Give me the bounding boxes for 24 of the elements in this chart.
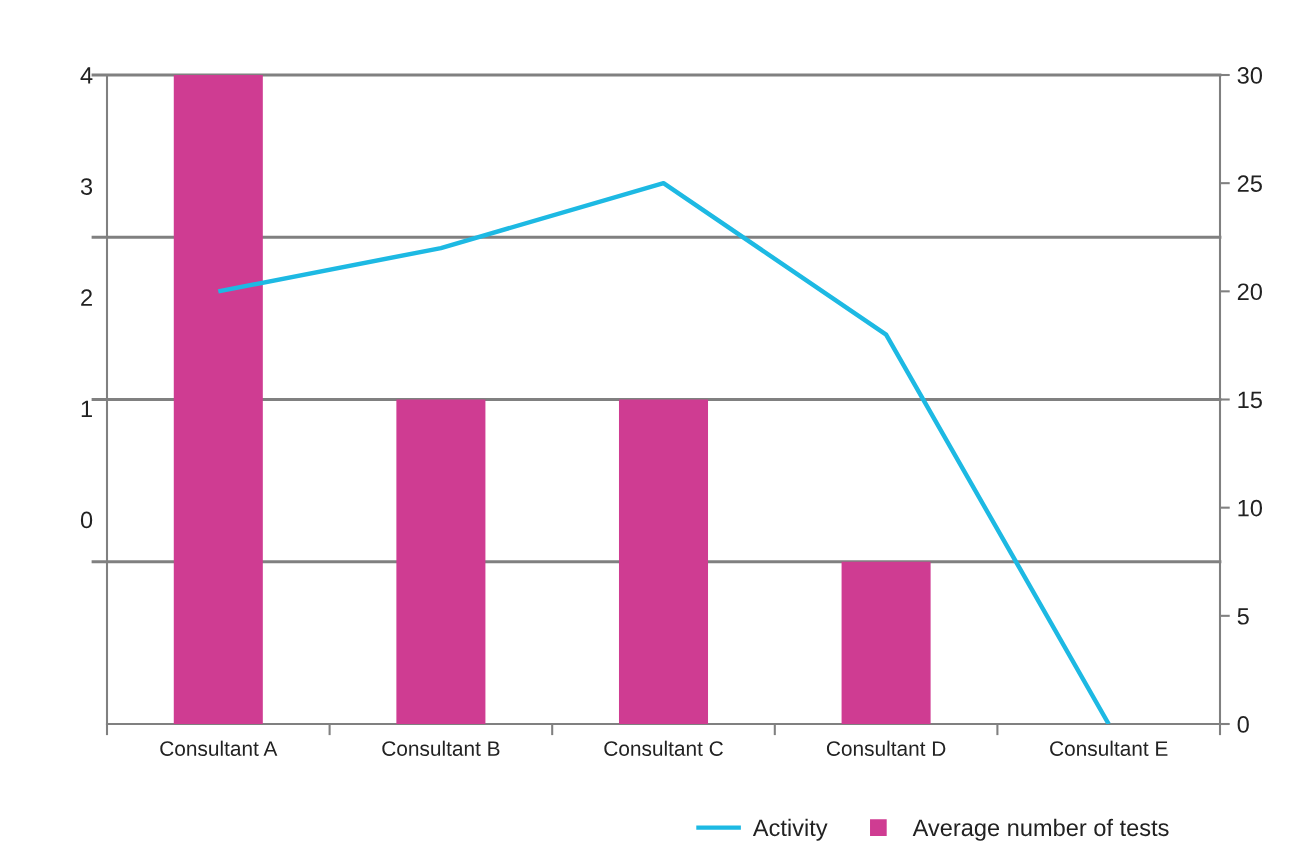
y2-tick-label: 0 <box>1237 716 1249 733</box>
y2-tick-label: 15 <box>1238 391 1262 409</box>
y2-tick-label: 20 <box>1237 283 1263 301</box>
y-tick-label: 1 <box>81 400 92 417</box>
y2-tick-label: 5 <box>1237 608 1249 625</box>
y-tick-label: 0 <box>80 511 93 529</box>
x-tick-label: Consultant E <box>1050 740 1168 756</box>
bar <box>396 399 486 724</box>
bar <box>173 75 263 724</box>
y-tick-label: 2 <box>81 289 92 306</box>
legend-label: Average number of tests <box>912 818 1169 841</box>
x-tick-label: Consultant C <box>604 740 723 756</box>
legend-label: Activity <box>752 818 828 841</box>
x-tick-label: Consultant D <box>826 740 946 756</box>
y-tick-label: 3 <box>80 178 93 195</box>
y2-tick-label: 10 <box>1238 499 1263 517</box>
y2-tick-label: 25 <box>1237 175 1262 192</box>
line-series <box>216 180 1111 724</box>
y-tick-label: 4 <box>80 67 93 84</box>
bar <box>841 561 931 724</box>
bar <box>618 399 709 724</box>
y2-tick-label: 30 <box>1237 67 1263 84</box>
x-tick-label: Consultant A <box>160 740 278 756</box>
x-tick-label: Consultant B <box>382 740 500 756</box>
